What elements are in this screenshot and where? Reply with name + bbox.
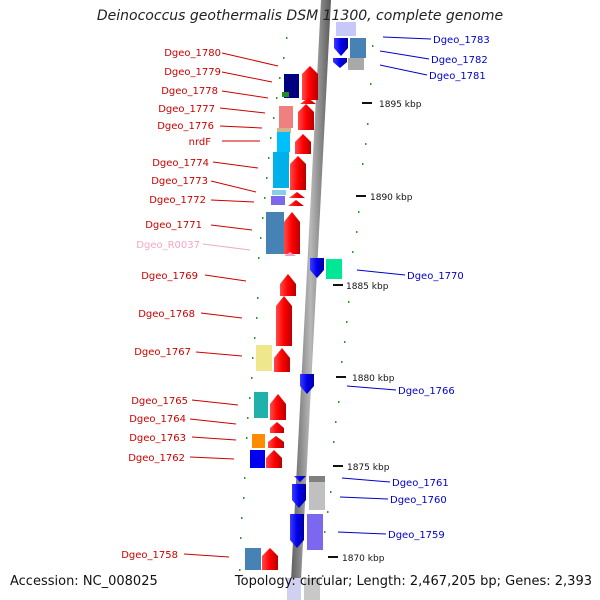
gene-label-dgeo-1780[interactable]: Dgeo_1780 (164, 48, 221, 59)
gene-label-dgeo-1758[interactable]: Dgeo_1758 (121, 550, 178, 561)
gene-arrow[interactable] (284, 212, 300, 254)
gene-arrow[interactable] (298, 104, 314, 130)
scale-label: 1890 kbp (370, 193, 413, 203)
gene-arrow[interactable] (300, 98, 316, 104)
gene-arrow[interactable] (292, 484, 306, 508)
genome-summary: Topology: circular; Length: 2,467,205 bp… (234, 574, 592, 589)
scale-label: 1870 kbp (342, 554, 385, 564)
label-leaders-right (337, 36, 432, 535)
map-title: Deinococcus geothermalis DSM 11300, comp… (96, 8, 504, 24)
forward-feature-boxes (245, 74, 301, 600)
gene-label-dgeo-1764[interactable]: Dgeo_1764 (129, 414, 186, 425)
gene-label-dgeo-1767[interactable]: Dgeo_1767 (134, 347, 191, 358)
reverse-genes (290, 38, 348, 548)
gene-arrow[interactable] (262, 548, 278, 570)
gene-arrow[interactable] (334, 38, 348, 56)
gene-arrow[interactable] (280, 274, 296, 296)
gene-label-dgeo-1766[interactable]: Dgeo_1766 (398, 386, 455, 397)
gene-label-dgeo-1765[interactable]: Dgeo_1765 (131, 396, 188, 407)
gene-label-dgeo-1776[interactable]: Dgeo_1776 (157, 121, 214, 132)
gene-label-dgeo-1778[interactable]: Dgeo_1778 (161, 86, 218, 97)
gene-label-nrdf[interactable]: nrdF (189, 137, 212, 148)
gene-label-dgeo-1761[interactable]: Dgeo_1761 (392, 478, 449, 489)
gene-label-dgeo-1774[interactable]: Dgeo_1774 (152, 158, 209, 169)
reverse-feature-boxes (304, 22, 366, 600)
gene-arrow[interactable] (333, 58, 347, 68)
gene-arrow[interactable] (294, 476, 306, 482)
gene-label-dgeo-1781[interactable]: Dgeo_1781 (429, 71, 486, 82)
gene-arrow[interactable] (268, 436, 284, 448)
chromosome-backbone (290, 0, 331, 600)
gene-arrow[interactable] (266, 450, 282, 468)
dotted-track-right (322, 45, 374, 577)
gene-arrow[interactable] (270, 394, 286, 420)
dotted-track-left (239, 37, 288, 571)
accession-label: Accession: NC_008025 (10, 574, 158, 589)
gene-label-dgeo-1770[interactable]: Dgeo_1770 (407, 271, 464, 282)
gene-arrow[interactable] (288, 200, 304, 206)
gene-arrow[interactable] (290, 156, 306, 190)
gene-label-dgeo-1763[interactable]: Dgeo_1763 (129, 433, 186, 444)
gene-arrow[interactable] (270, 422, 284, 433)
gene-label-dgeo-1773[interactable]: Dgeo_1773 (151, 176, 208, 187)
gene-label-dgeo-1760[interactable]: Dgeo_1760 (390, 495, 447, 506)
gene-label-dgeo-1768[interactable]: Dgeo_1768 (138, 309, 195, 320)
gene-arrow[interactable] (276, 296, 292, 346)
gene-label-dgeo-1759[interactable]: Dgeo_1759 (388, 530, 445, 541)
gene-arrow[interactable] (289, 192, 305, 198)
gene-arrow[interactable] (310, 258, 324, 278)
gene-label-dgeo-1772[interactable]: Dgeo_1772 (149, 195, 206, 206)
scale-ticks (328, 102, 372, 558)
label-leaders-left (183, 52, 279, 558)
gene-arrow[interactable] (274, 348, 290, 372)
gene-arrow-rna[interactable] (284, 252, 296, 256)
scale-label: 1880 kbp (352, 374, 395, 384)
gene-arrow[interactable] (290, 514, 304, 548)
gene-label-dgeo-r0037[interactable]: Dgeo_R0037 (136, 240, 200, 251)
gene-arrow[interactable] (295, 134, 311, 154)
gene-label-dgeo-1762[interactable]: Dgeo_1762 (128, 453, 185, 464)
forward-genes (262, 66, 318, 570)
gene-label-dgeo-1782[interactable]: Dgeo_1782 (431, 55, 488, 66)
gene-label-dgeo-1769[interactable]: Dgeo_1769 (141, 271, 198, 282)
gene-arrow[interactable] (300, 374, 314, 394)
gene-arrow[interactable] (302, 66, 318, 100)
scale-label: 1895 kbp (379, 100, 422, 110)
gene-label-dgeo-1783[interactable]: Dgeo_1783 (433, 35, 490, 46)
gene-label-dgeo-1779[interactable]: Dgeo_1779 (164, 67, 221, 78)
gene-label-dgeo-1777[interactable]: Dgeo_1777 (158, 104, 215, 115)
label-leader-rna (202, 243, 251, 251)
gene-label-dgeo-1771[interactable]: Dgeo_1771 (145, 220, 202, 231)
scale-label: 1875 kbp (347, 463, 390, 473)
scale-label: 1885 kbp (346, 282, 389, 292)
